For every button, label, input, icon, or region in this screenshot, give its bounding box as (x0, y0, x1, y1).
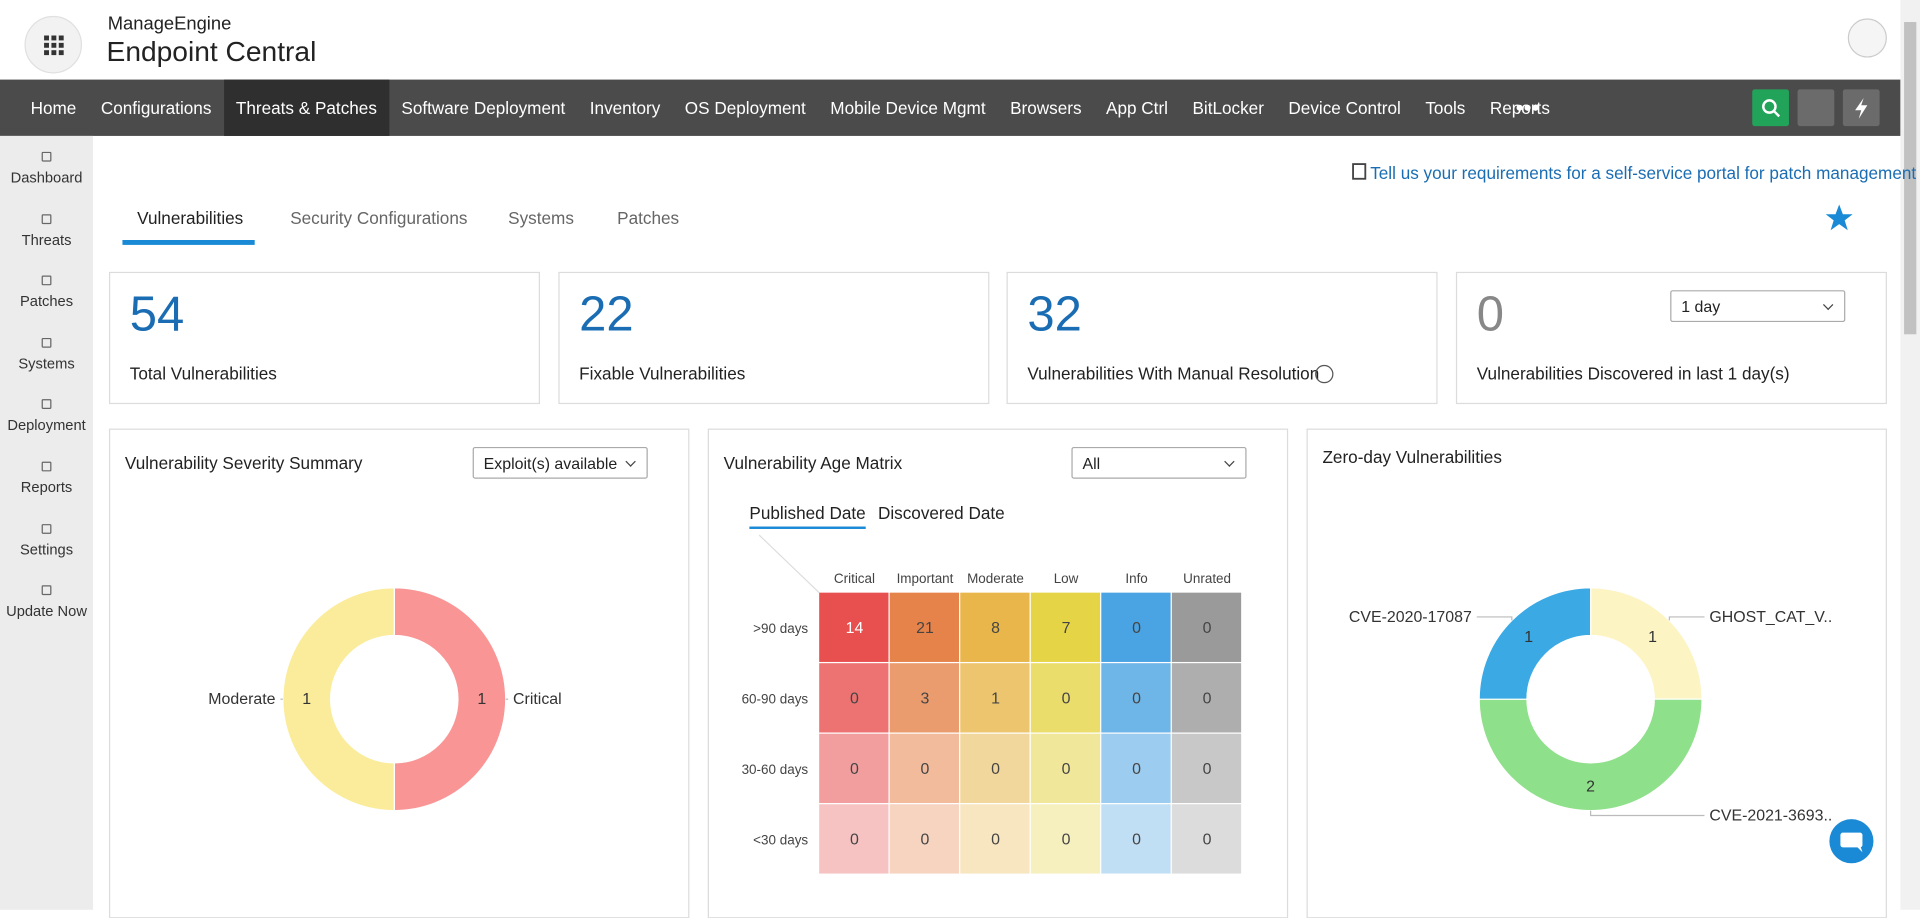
nav-item[interactable]: Software Deployment (401, 97, 566, 118)
scrollbar[interactable] (1900, 0, 1920, 910)
sidebar-icon (41, 585, 52, 596)
stat-card: 22 Fixable Vulnerabilities (558, 271, 990, 405)
tab[interactable]: Security Configurations (290, 208, 468, 228)
sidebar-label[interactable]: Update Now (6, 602, 87, 620)
nav-item[interactable]: Inventory (589, 97, 661, 118)
nav-item[interactable]: BitLocker (1192, 97, 1264, 118)
brand: ManageEngine (107, 13, 232, 35)
scroll-thumb[interactable] (1904, 22, 1917, 335)
panel-title: Zero-day Vulnerabilities (1322, 446, 1502, 467)
age-matrix-panel: Vulnerability Age Matrix All Published D… (707, 428, 1289, 918)
stat-label: Fixable Vulnerabilities (579, 363, 746, 384)
sidebar-icon (41, 523, 52, 534)
sidebar-label[interactable]: Threats (21, 230, 72, 249)
age-filter[interactable]: All (1071, 446, 1247, 479)
stat-value: 0 (1476, 287, 1504, 342)
sidebar-icon (41, 275, 52, 286)
period-select[interactable]: 1 day (1670, 290, 1846, 323)
stat-label: Vulnerabilities Discovered in last 1 day… (1476, 363, 1790, 384)
sidebar-item[interactable]: Dashboard (0, 151, 93, 187)
note-icon (1352, 163, 1367, 180)
sidebar-item[interactable]: Threats (0, 213, 93, 249)
sidebar-icon (41, 337, 52, 348)
nav-item[interactable]: Browsers (1010, 97, 1082, 118)
bolt-icon (1855, 97, 1868, 119)
product-name: Endpoint Central (106, 35, 317, 68)
tab[interactable]: Vulnerabilities (137, 208, 244, 228)
stat-card: 0 Vulnerabilities Discovered in last 1 da… (1455, 271, 1887, 405)
active-tab-indicator (122, 240, 255, 245)
sidebar-item[interactable]: Reports (0, 461, 93, 496)
sidebar-label[interactable]: Deployment (7, 416, 86, 434)
tab[interactable]: Systems (508, 208, 574, 228)
nav-item[interactable]: Tools (1425, 97, 1466, 118)
sidebar-icon (41, 151, 52, 162)
zero-day-panel: Zero-day Vulnerabilities (1306, 428, 1887, 918)
sidebar-item[interactable]: Systems (0, 337, 93, 372)
sidebar: Dashboard Threats Patches Systems Deployment… (0, 135, 94, 910)
sidebar-icon (41, 399, 52, 410)
sidebar-label[interactable]: Reports (20, 478, 73, 496)
nav-item[interactable]: Threats & Patches (223, 79, 390, 136)
nav-item[interactable]: Home (30, 97, 77, 118)
severity-filter[interactable]: Exploit(s) available (472, 446, 648, 479)
sidebar-icon (41, 461, 52, 472)
chat-button[interactable] (1829, 819, 1874, 864)
nav-item[interactable]: Configurations (100, 97, 212, 118)
stat-value: 54 (129, 287, 185, 342)
stat-card: 54 Total Vulnerabilities (108, 271, 541, 405)
favorite-star[interactable] (1824, 203, 1853, 232)
sidebar-label[interactable]: Settings (19, 540, 74, 558)
nav-item[interactable]: App Ctrl (1106, 97, 1168, 118)
sidebar-item[interactable]: Update Now (0, 585, 93, 620)
matrix-tab-active[interactable]: Published Date (749, 503, 866, 529)
more-icon (1516, 104, 1539, 111)
panel-title: Vulnerability Severity Summary (124, 453, 363, 473)
nav-item[interactable]: OS Deployment (684, 97, 806, 118)
quick-actions-button[interactable] (1842, 89, 1880, 127)
panel-title: Vulnerability Age Matrix (723, 453, 903, 473)
stat-card: 32 Vulnerabilities With Manual Resolution (1006, 271, 1438, 405)
sidebar-label[interactable]: Patches (19, 292, 74, 311)
sidebar-item[interactable]: Deployment (0, 399, 93, 434)
grid-icon (44, 35, 64, 56)
search-button[interactable] (1752, 89, 1789, 127)
matrix-tab[interactable]: Discovered Date (877, 503, 1005, 523)
app-menu-button[interactable] (24, 15, 83, 74)
sidebar-item[interactable]: Settings (0, 523, 93, 558)
stat-label: Total Vulnerabilities (129, 363, 277, 384)
sidebar-item[interactable]: Patches (0, 275, 93, 311)
launch-button[interactable] (1797, 89, 1835, 127)
stat-value: 32 (1027, 287, 1082, 342)
sidebar-label[interactable]: Systems (18, 354, 75, 372)
info-icon[interactable] (1315, 364, 1334, 384)
sidebar-icon (41, 213, 52, 224)
tab[interactable]: Patches (617, 208, 680, 228)
feedback-text[interactable]: Tell us your requirements for a self-ser… (1370, 162, 1917, 183)
user-avatar[interactable] (1847, 18, 1887, 58)
more-menu[interactable] (1516, 98, 1540, 124)
stat-label: Vulnerabilities With Manual Resolution (1027, 363, 1320, 384)
severity-panel: Vulnerability Severity Summary Exploit(s… (108, 428, 690, 918)
nav-item[interactable]: Device Control (1288, 97, 1401, 118)
search-icon (1762, 99, 1781, 118)
feedback-link[interactable]: Tell us your requirements for a self-ser… (1352, 162, 1917, 183)
sidebar-label[interactable]: Dashboard (10, 168, 83, 187)
chat-icon (1840, 832, 1863, 853)
stat-value: 22 (579, 287, 634, 342)
nav-item[interactable]: Mobile Device Mgmt (830, 97, 986, 118)
nav-bar: Home Configurations Threats & Patches Softw… (0, 79, 1901, 136)
